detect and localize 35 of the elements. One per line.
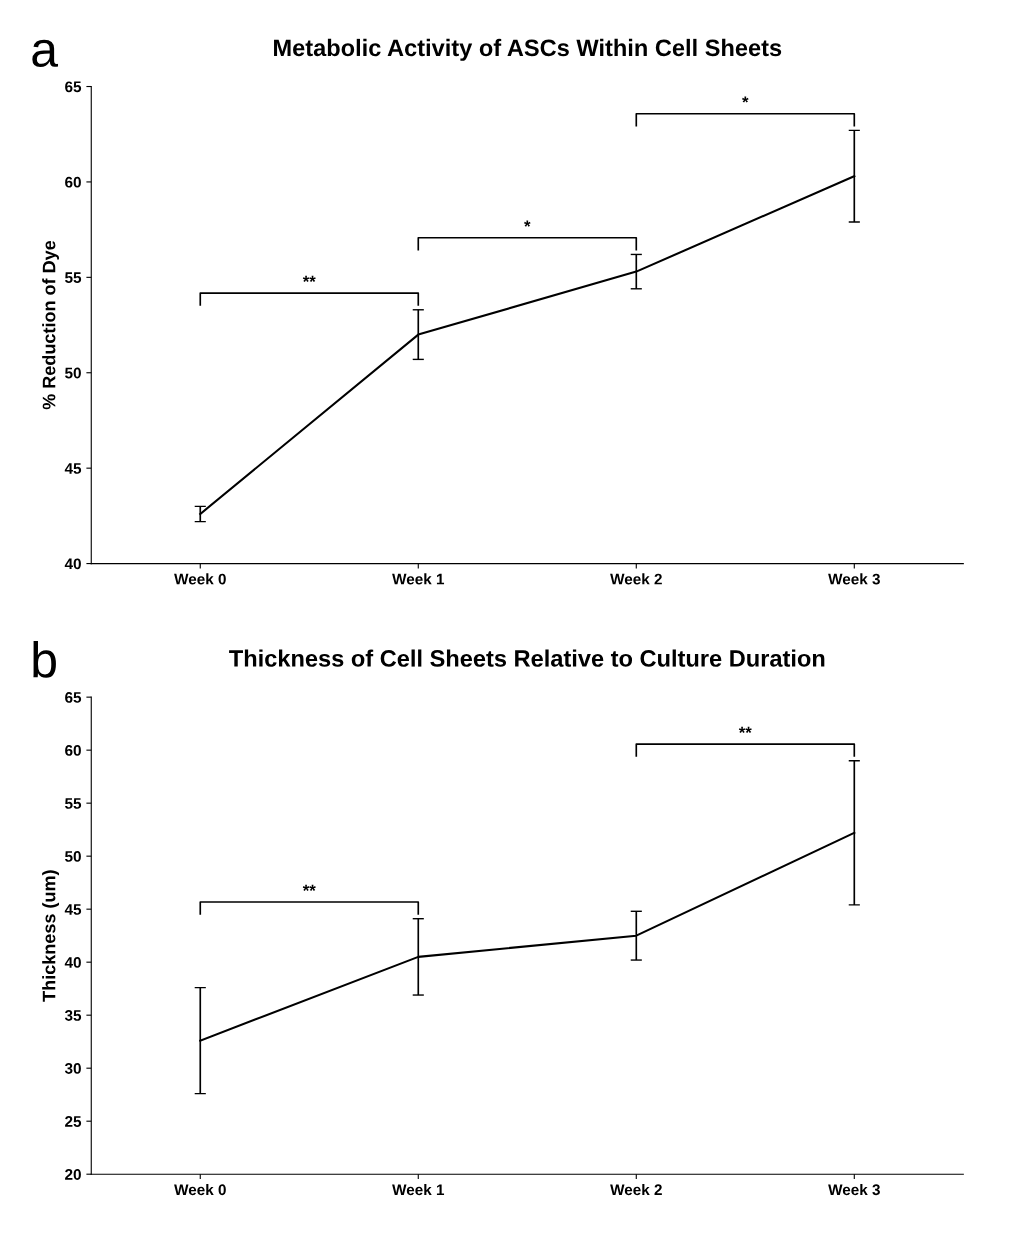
annotation: ** [302,275,316,282]
y-axis-title: % Reduction of Dye [42,240,59,410]
y-tick-label: 60 [65,745,81,756]
y-tick-label: 35 [64,1010,82,1021]
text: a [32,39,59,68]
y-tick-label: 20 [65,1169,81,1180]
y-tick-label: 45 [64,904,82,915]
y-tick-label: 50 [65,367,81,379]
annotation: ** [738,726,752,733]
y-tick-label: 55 [65,272,82,284]
annotation: ** [302,884,316,891]
x-tick-label: Week 2 [610,1183,662,1196]
x-tick-label: Week 1 [392,1183,445,1196]
y-tick-label: 30 [64,1063,81,1074]
chart-title: Metabolic Activity of ASCs Within Cell Sheets [274,38,782,61]
y-tick-label: 25 [65,1116,82,1127]
y-tick-label: 60 [65,176,81,188]
x-tick-label: Week 3 [828,573,880,585]
x-tick-label: Week 1 [392,573,445,585]
x-tick-label: Week 3 [828,1183,880,1196]
chart-title: Thickness of Cell Sheets Relative to Culture Duration [229,649,825,667]
y-tick-label: 40 [64,558,81,570]
y-tick-label: 65 [65,692,82,703]
x-tick-label: Week 0 [174,1183,226,1196]
y-tick-label: 65 [65,81,82,93]
y-tick-label: 45 [64,463,82,474]
y-axis-title: Thickness (um) [42,870,59,1002]
y-tick-label: 55 [65,798,82,809]
annotation: * [742,96,749,103]
y-tick-label: 50 [65,851,81,862]
x-tick-label: Week 2 [610,573,662,585]
x-tick-label: Week 0 [174,573,226,585]
text: b [33,641,56,678]
annotation: * [524,220,531,227]
y-tick-label: 40 [64,957,81,968]
